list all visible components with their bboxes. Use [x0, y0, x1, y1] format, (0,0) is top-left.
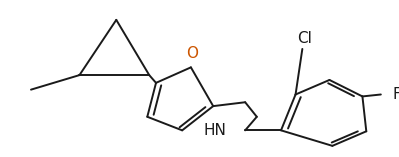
Text: O: O — [186, 46, 198, 61]
Text: F: F — [393, 87, 399, 102]
Text: HN: HN — [204, 123, 227, 138]
Text: Cl: Cl — [297, 31, 312, 46]
